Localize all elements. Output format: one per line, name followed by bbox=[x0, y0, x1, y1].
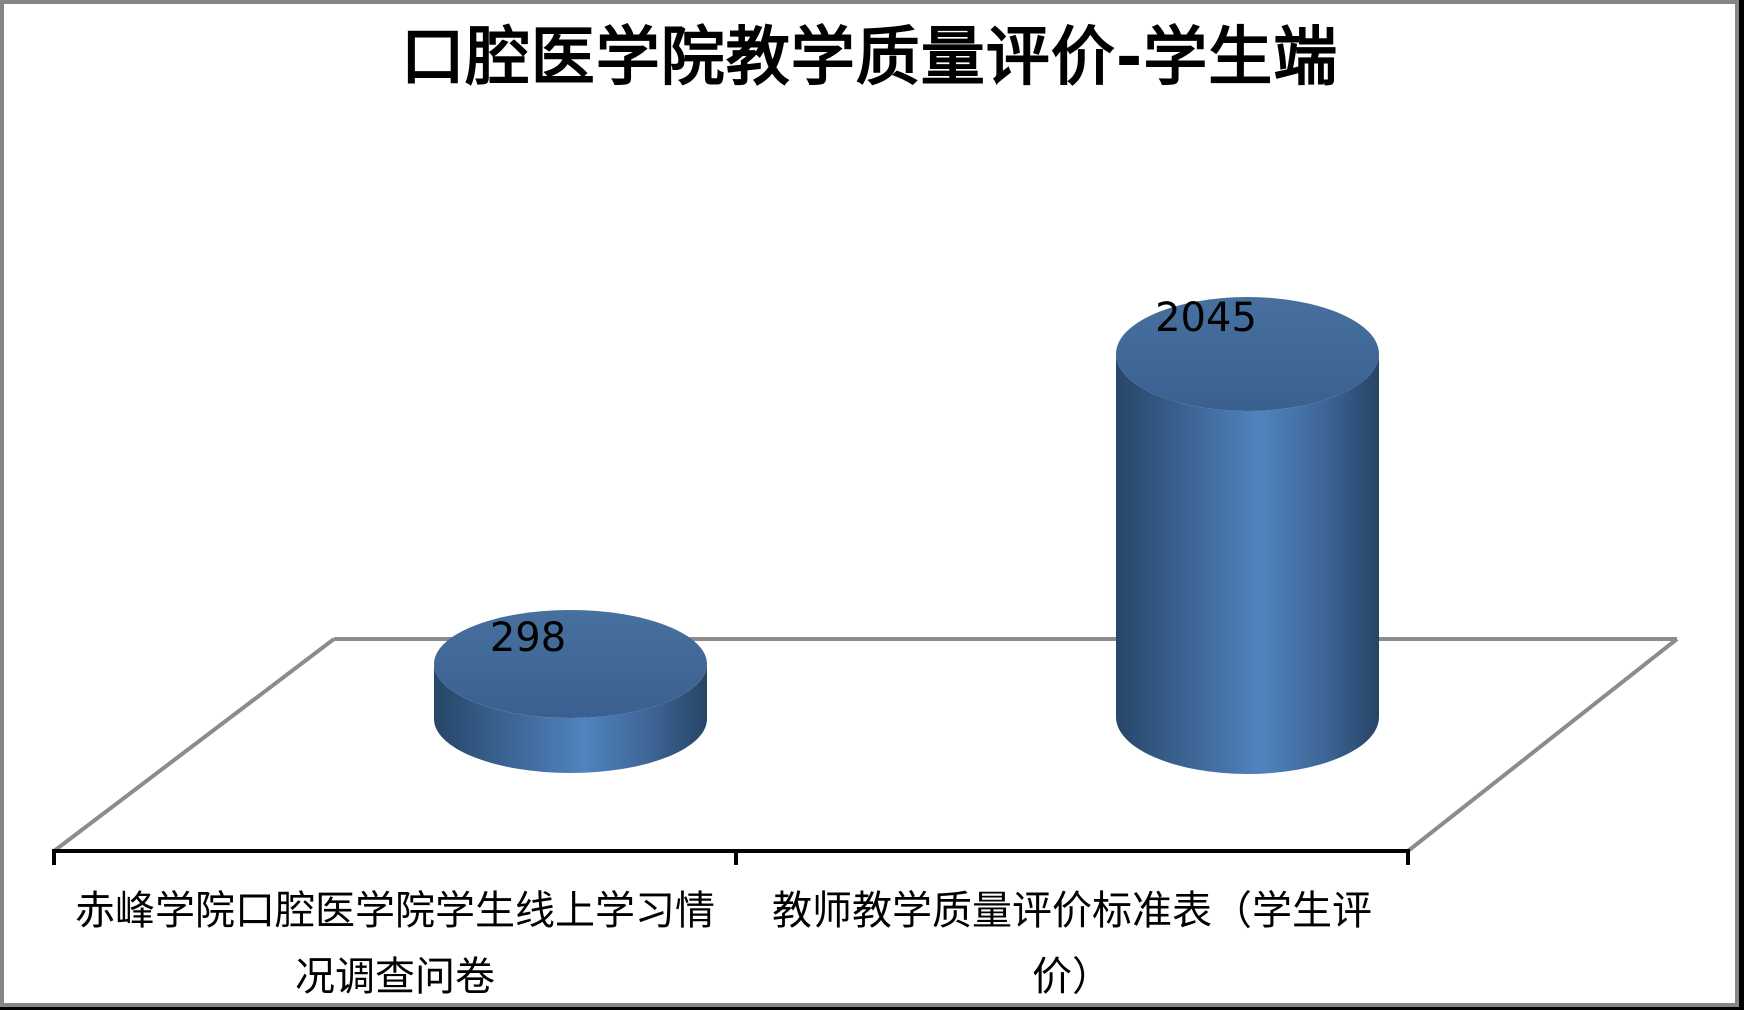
category-label-2-line-1: 教师教学质量评价标准表（学生评 bbox=[772, 888, 1372, 934]
floor-left-edge bbox=[52, 637, 336, 853]
cylinder-1-top bbox=[434, 610, 707, 718]
category-label-2: 教师教学质量评价标准表（学生评 价） bbox=[772, 878, 1372, 1010]
cylinder-1-body bbox=[434, 664, 707, 773]
cylinder-2-body bbox=[1116, 354, 1379, 774]
chart-title: 口腔医学院教学质量评价-学生端 bbox=[400, 21, 1339, 95]
cylinder-bar-1 bbox=[434, 610, 707, 773]
category-label-1: 赤峰学院口腔医学院学生线上学习情 况调查问卷 bbox=[75, 878, 715, 1010]
category-axis bbox=[52, 849, 1410, 865]
value-label-2: 2045 bbox=[1155, 295, 1257, 341]
plot-area bbox=[52, 297, 1679, 865]
floor-right-edge bbox=[1406, 637, 1679, 853]
category-label-1-line-1: 赤峰学院口腔医学院学生线上学习情 bbox=[75, 888, 715, 934]
category-label-1-line-2: 况调查问卷 bbox=[295, 954, 495, 1000]
value-label-1: 298 bbox=[489, 615, 567, 661]
cylinder-2-top bbox=[1116, 297, 1379, 411]
plot-floor bbox=[52, 637, 1679, 853]
category-label-2-line-2: 价） bbox=[1032, 954, 1112, 1000]
cylinder-bar-2 bbox=[1116, 297, 1379, 774]
